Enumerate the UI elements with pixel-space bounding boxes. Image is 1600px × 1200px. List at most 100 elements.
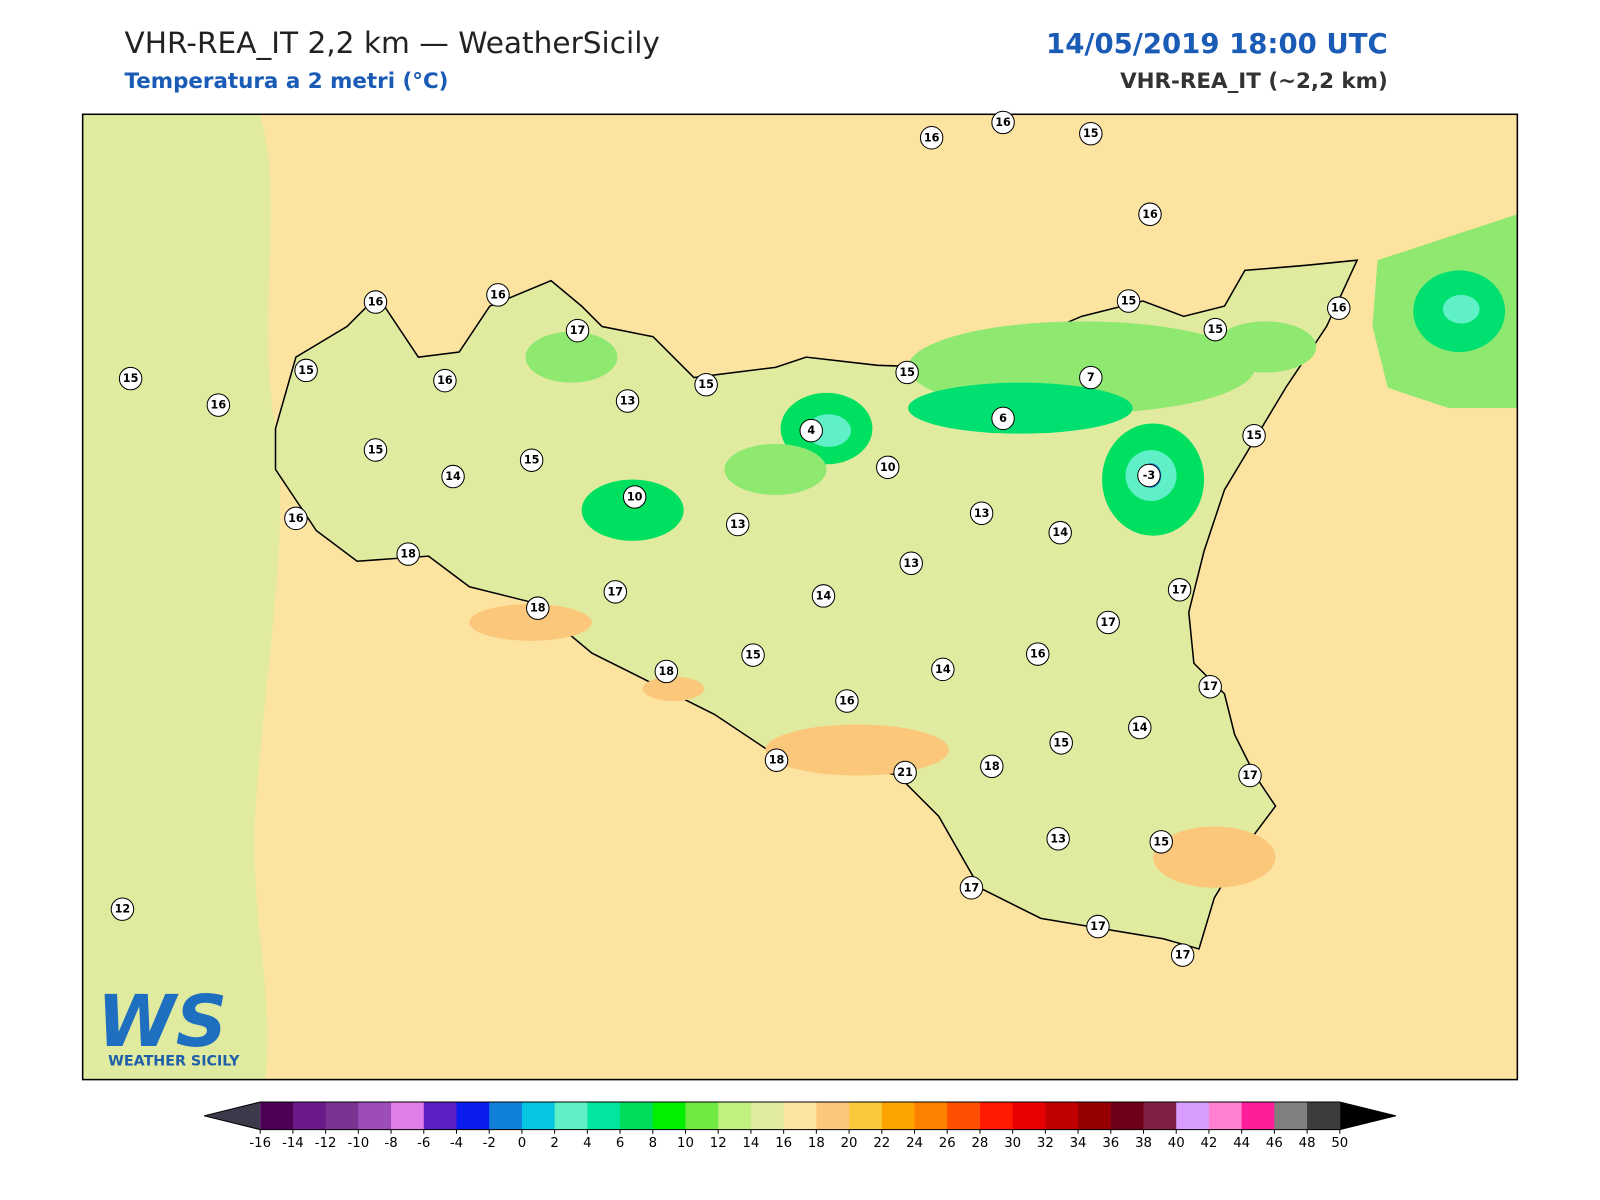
station-value: 16 — [1142, 208, 1158, 221]
station: 14 — [441, 464, 465, 489]
station-value: 16 — [1030, 648, 1046, 661]
colorbar-swatch — [1208, 1102, 1243, 1130]
station: 15 — [741, 643, 765, 667]
logo: WS WEATHER SICILY — [97, 980, 240, 1069]
station-value: 16 — [368, 296, 384, 309]
warm-blob — [1442, 294, 1480, 324]
date: 14/05/2019 18:00 UTC — [1046, 28, 1388, 60]
colorbar-swatch — [881, 1102, 916, 1130]
station: 4 — [799, 418, 823, 443]
station-value: 17 — [1202, 680, 1218, 693]
station-value: 6 — [999, 412, 1007, 425]
station: 16 — [1026, 642, 1050, 666]
station-value: 15 — [1153, 835, 1169, 848]
station-marker — [931, 657, 955, 682]
station-marker — [959, 876, 984, 900]
station-value: 14 — [816, 589, 832, 602]
station-value: 18 — [400, 548, 416, 561]
station-marker — [1242, 423, 1266, 448]
station-marker — [893, 760, 917, 785]
station-value: 15 — [698, 378, 714, 391]
station-value: 13 — [974, 507, 990, 520]
colorbar-swatch — [554, 1102, 588, 1130]
colorbar-tick-label: 46 — [1266, 1136, 1283, 1151]
station: 16 — [1327, 296, 1351, 320]
stations: 16 16 15 16 16 16 17 15 16 15 15 15 16 13 15 15 7 16 15 4 6 1… — [110, 110, 1351, 967]
station: 10 — [622, 485, 647, 509]
station-value: 14 — [935, 663, 951, 676]
station-marker — [991, 110, 1015, 135]
colorbar-tick-label: 34 — [1070, 1136, 1087, 1151]
colorbar-tick-label: -6 — [417, 1136, 430, 1151]
station: 16 — [284, 506, 308, 531]
station: 16 — [1138, 202, 1162, 227]
station-marker — [1079, 365, 1103, 390]
colorbar-swatch — [521, 1102, 556, 1130]
subtitle: Temperatura a 2 metri (°C) — [124, 69, 448, 94]
station-value: 16 — [839, 695, 855, 708]
logo-letters: WS — [97, 980, 227, 1063]
colorbar-tick-label: 26 — [939, 1136, 956, 1151]
station-marker — [615, 389, 640, 413]
station-marker — [519, 448, 544, 472]
station-marker — [526, 596, 550, 620]
station-marker — [899, 551, 923, 575]
station-marker — [294, 358, 318, 383]
station-value: 15 — [1246, 429, 1262, 442]
colorbar-swatch — [783, 1102, 817, 1130]
station: 15 — [1049, 731, 1073, 755]
station: 18 — [654, 659, 679, 684]
station-marker — [1238, 763, 1262, 788]
station-value: 15 — [524, 454, 540, 467]
station-marker — [835, 689, 859, 713]
station-value: 15 — [1053, 736, 1069, 749]
station: 16 — [206, 393, 231, 417]
colorbar-swatch — [456, 1102, 490, 1130]
station-value: 16 — [995, 116, 1011, 129]
station-value: -3 — [1143, 469, 1155, 482]
station-value: 10 — [880, 461, 896, 474]
station-value: 7 — [1087, 371, 1095, 384]
station-value: 15 — [298, 364, 314, 377]
station: 10 — [876, 455, 900, 480]
station-marker — [1128, 715, 1152, 740]
station-marker — [1079, 121, 1103, 146]
colorbar-swatch — [620, 1102, 654, 1130]
station-value: 15 — [368, 444, 384, 457]
colorbar-swatch — [816, 1102, 850, 1130]
station-value: 4 — [807, 424, 815, 437]
colorbar-swatch — [587, 1102, 621, 1130]
station: 17 — [1096, 610, 1120, 635]
station-marker — [1048, 520, 1072, 545]
station-value: 21 — [897, 766, 913, 779]
station: 15 — [694, 372, 718, 397]
station-value: 16 — [437, 374, 453, 387]
station-marker — [1116, 289, 1141, 313]
colorbar-swatch — [947, 1102, 981, 1130]
colorbar-swatch — [292, 1102, 327, 1130]
station-marker — [1046, 827, 1070, 851]
colorbar-tick-label: 16 — [775, 1136, 792, 1151]
station: 21 — [893, 760, 917, 785]
colorbar-swatch — [1143, 1102, 1177, 1130]
station-marker — [1086, 914, 1110, 939]
colorbar-tick-label: -8 — [384, 1136, 397, 1151]
colorbar-swatch — [652, 1102, 687, 1130]
station: 15 — [294, 358, 318, 383]
station: 15 — [118, 366, 143, 391]
station-marker — [741, 643, 765, 667]
colorbar-tick-label: -2 — [483, 1136, 496, 1151]
colorbar-tick-label: 0 — [518, 1136, 526, 1151]
station-value: 15 — [1207, 323, 1223, 336]
station-marker — [118, 366, 143, 391]
station-value: 16 — [924, 131, 940, 144]
station-marker — [486, 283, 510, 307]
station: 17 — [603, 580, 628, 604]
station-value: 18 — [984, 760, 1000, 773]
station-marker — [1138, 202, 1162, 227]
station-value: 17 — [570, 324, 586, 337]
station-value: 15 — [123, 372, 139, 385]
station: 15 — [1203, 317, 1228, 342]
station-marker — [284, 506, 308, 531]
